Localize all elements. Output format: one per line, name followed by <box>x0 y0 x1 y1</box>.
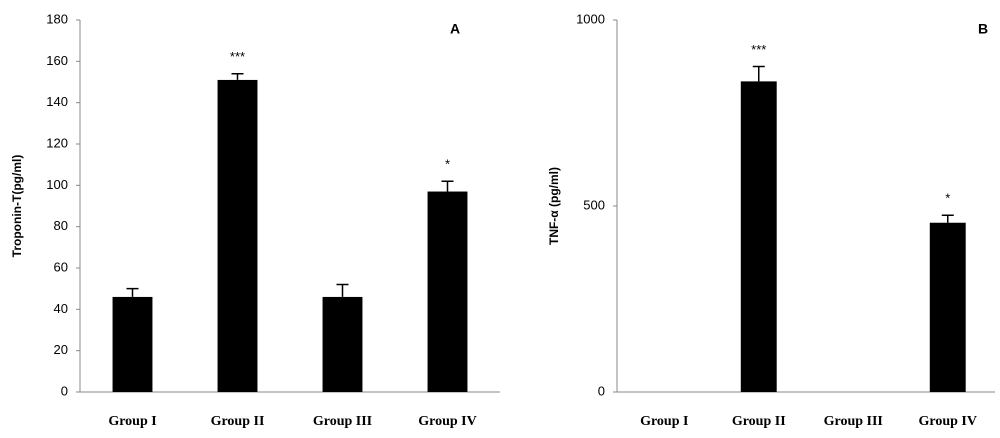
bar <box>929 222 966 392</box>
significance-label: *** <box>751 42 766 57</box>
x-tick-label: Group II <box>211 414 265 429</box>
bar <box>740 81 777 392</box>
significance-label: *** <box>230 49 245 64</box>
error-bar <box>126 287 139 297</box>
x-tick-label: Group III <box>824 414 883 429</box>
y-axis-label: Troponin-T(pg/ml) <box>10 155 24 258</box>
x-tick-label: Group III <box>313 414 372 429</box>
y-tick-label: 0 <box>61 383 68 398</box>
y-tick-label: 500 <box>583 197 605 212</box>
error-bar <box>336 283 349 297</box>
y-tick-label: 160 <box>46 53 68 68</box>
x-tick-label: Group I <box>640 414 688 429</box>
error-bar <box>752 65 765 82</box>
bar <box>427 191 468 392</box>
error-bar <box>441 180 454 192</box>
significance-label: * <box>445 157 450 172</box>
chart-title: A <box>450 21 460 37</box>
y-tick-label: 180 <box>46 11 68 26</box>
bar <box>112 296 153 392</box>
chart-title: B <box>978 21 988 37</box>
error-bar <box>231 72 244 80</box>
x-tick-label: Group I <box>108 414 156 429</box>
y-tick-label: 40 <box>54 301 68 316</box>
y-tick-label: 60 <box>54 259 68 274</box>
error-bar <box>941 214 954 223</box>
y-tick-label: 140 <box>46 94 68 109</box>
y-tick-label: 0 <box>598 383 605 398</box>
x-tick-label: Group IV <box>919 414 977 429</box>
x-tick-label: Group IV <box>418 414 476 429</box>
y-tick-label: 80 <box>54 218 68 233</box>
y-tick-label: 1000 <box>576 11 605 26</box>
y-tick-label: 120 <box>46 135 68 150</box>
significance-label: * <box>945 191 950 206</box>
y-axis-label: TNF-α (pg/ml) <box>547 167 561 245</box>
y-tick-label: 20 <box>54 342 68 357</box>
x-tick-label: Group II <box>732 414 786 429</box>
bar <box>217 79 258 392</box>
y-tick-label: 100 <box>46 177 68 192</box>
bar <box>322 296 363 392</box>
